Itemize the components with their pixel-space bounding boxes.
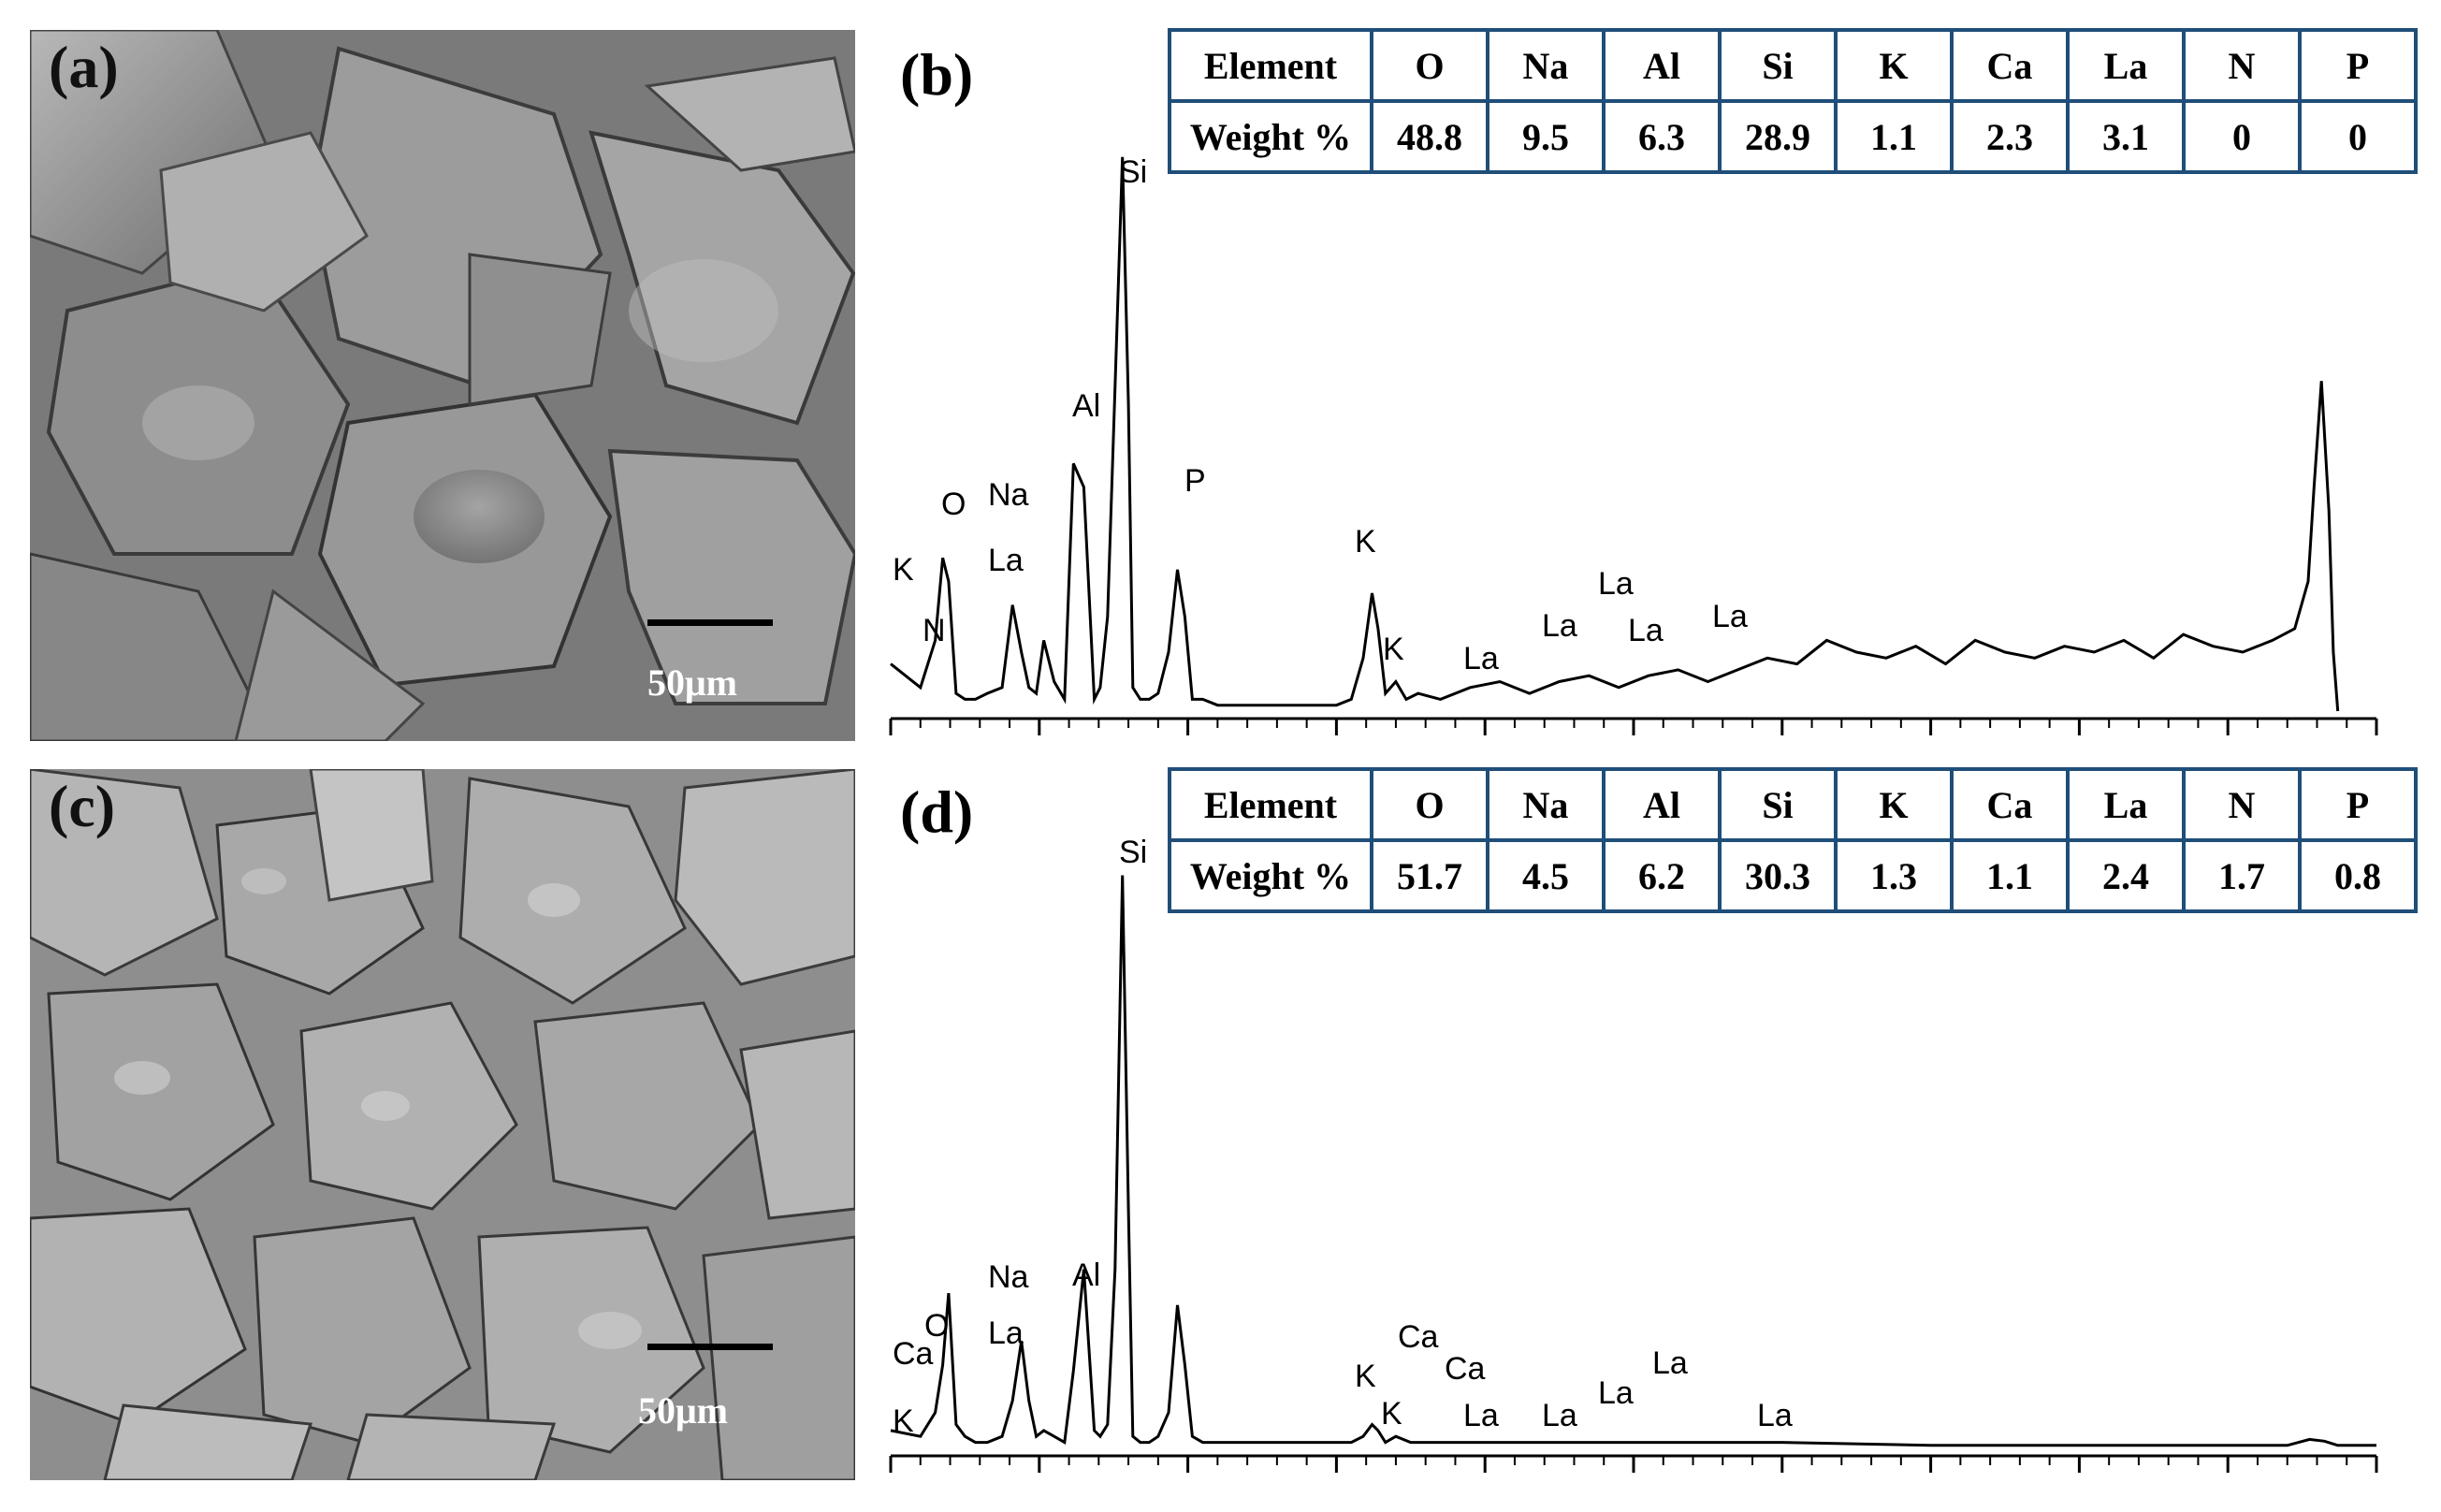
value-cell: 1.3 [1834,838,1954,913]
value-cell: 51.7 [1370,838,1489,913]
value-cell: 30.3 [1718,838,1838,913]
peak-label: O [941,487,966,522]
header-cell: Element [1168,767,1373,842]
header-cell: La [2066,767,2186,842]
header-cell: P [2298,767,2418,842]
value-cell: 0.8 [2298,838,2418,913]
value-cell: 0 [2298,99,2418,174]
peak-label: La [1652,1345,1688,1381]
scale-bar-c [647,1344,773,1350]
peak-label: K [893,552,914,588]
peak-label: O [924,1308,949,1344]
peak-label: Al [1072,388,1100,424]
weight-table-b: Element O Na Al Si K Ca La N P Weight % … [1168,28,2418,174]
header-cell: O [1370,767,1489,842]
peak-label: Ca [1445,1351,1486,1387]
header-cell: Na [1486,28,1606,103]
header-cell: La [2066,28,2186,103]
peak-label: N [923,613,946,648]
peak-label: Si [1119,154,1147,190]
eds-spectrum-b: K N O Na La Al Si P K K La La La La La [887,103,2384,739]
header-cell: Element [1168,28,1373,103]
scale-bar-label-c: 50μm [638,1389,728,1432]
peak-label: Na [988,477,1029,513]
peak-label: K [1381,1396,1402,1432]
header-cell: N [2182,767,2302,842]
header-cell: Ca [1950,767,2070,842]
peak-label: K [1383,632,1404,667]
row-label-cell: Weight % [1168,838,1373,913]
value-cell: 48.8 [1370,99,1489,174]
peak-label: La [1628,613,1664,648]
peak-label: P [1184,463,1206,499]
row-label-cell: Weight % [1168,99,1373,174]
peak-label: La [988,1316,1024,1351]
sem-image-c [30,769,855,1480]
header-cell: P [2298,28,2418,103]
peak-label: K [1355,1359,1376,1394]
panel-label-a: (a) [49,34,119,100]
value-cell: 0 [2182,99,2302,174]
peak-label: Al [1072,1258,1100,1293]
sem-image-a [30,30,855,741]
value-cell: 6.3 [1602,99,1722,174]
header-cell: O [1370,28,1489,103]
peak-label: K [1355,524,1376,560]
header-cell: Ca [1950,28,2070,103]
weight-table-d: Element O Na Al Si K Ca La N P Weight % … [1168,767,2418,913]
peak-label: La [1463,641,1499,676]
table-row: Weight % 48.8 9.5 6.3 28.9 1.1 2.3 3.1 0… [1168,99,2418,174]
value-cell: 1.7 [2182,838,2302,913]
value-cell: 28.9 [1718,99,1838,174]
peak-label: La [988,543,1024,578]
header-cell: Si [1718,767,1838,842]
panel-label-d: (d) [900,778,974,845]
peak-label: La [1542,1398,1577,1433]
header-cell: N [2182,28,2302,103]
scale-bar-a [647,619,773,626]
value-cell: 3.1 [2066,99,2186,174]
value-cell: 4.5 [1486,838,1606,913]
value-cell: 9.5 [1486,99,1606,174]
table-header-row: Element O Na Al Si K Ca La N P [1168,767,2418,842]
peak-label: La [1712,599,1748,634]
panel-label-b: (b) [900,41,974,108]
peak-label: La [1542,608,1577,644]
peak-label: Si [1119,835,1147,870]
table-header-row: Element O Na Al Si K Ca La N P [1168,28,2418,103]
value-cell: 6.2 [1602,838,1722,913]
spectrum-line [890,875,2376,1447]
peak-label: La [1598,566,1634,602]
sem-texture-c [30,769,855,1480]
peak-label: La [1598,1375,1634,1411]
header-cell: Al [1602,767,1722,842]
value-cell: 2.4 [2066,838,2186,913]
peak-label: Ca [1398,1319,1439,1355]
header-cell: Al [1602,28,1722,103]
sem-texture-a [30,30,855,741]
peak-label: K [893,1403,914,1439]
header-cell: Si [1718,28,1838,103]
panel-label-c: (c) [49,773,116,839]
table-row: Weight % 51.7 4.5 6.2 30.3 1.3 1.1 2.4 1… [1168,838,2418,913]
spectrum-line [890,156,2340,712]
header-cell: Na [1486,767,1606,842]
value-cell: 2.3 [1950,99,2070,174]
peak-label: La [1757,1398,1793,1433]
value-cell: 1.1 [1834,99,1954,174]
value-cell: 1.1 [1950,838,2070,913]
peak-label: Ca [893,1336,934,1372]
header-cell: K [1834,767,1954,842]
eds-spectrum-d: K Ca O Na La Al Si K K Ca Ca La La La La La [887,833,2384,1488]
scale-bar-label-a: 50μm [647,662,737,704]
peak-label: Na [988,1259,1029,1295]
header-cell: K [1834,28,1954,103]
peak-label: La [1463,1398,1499,1433]
